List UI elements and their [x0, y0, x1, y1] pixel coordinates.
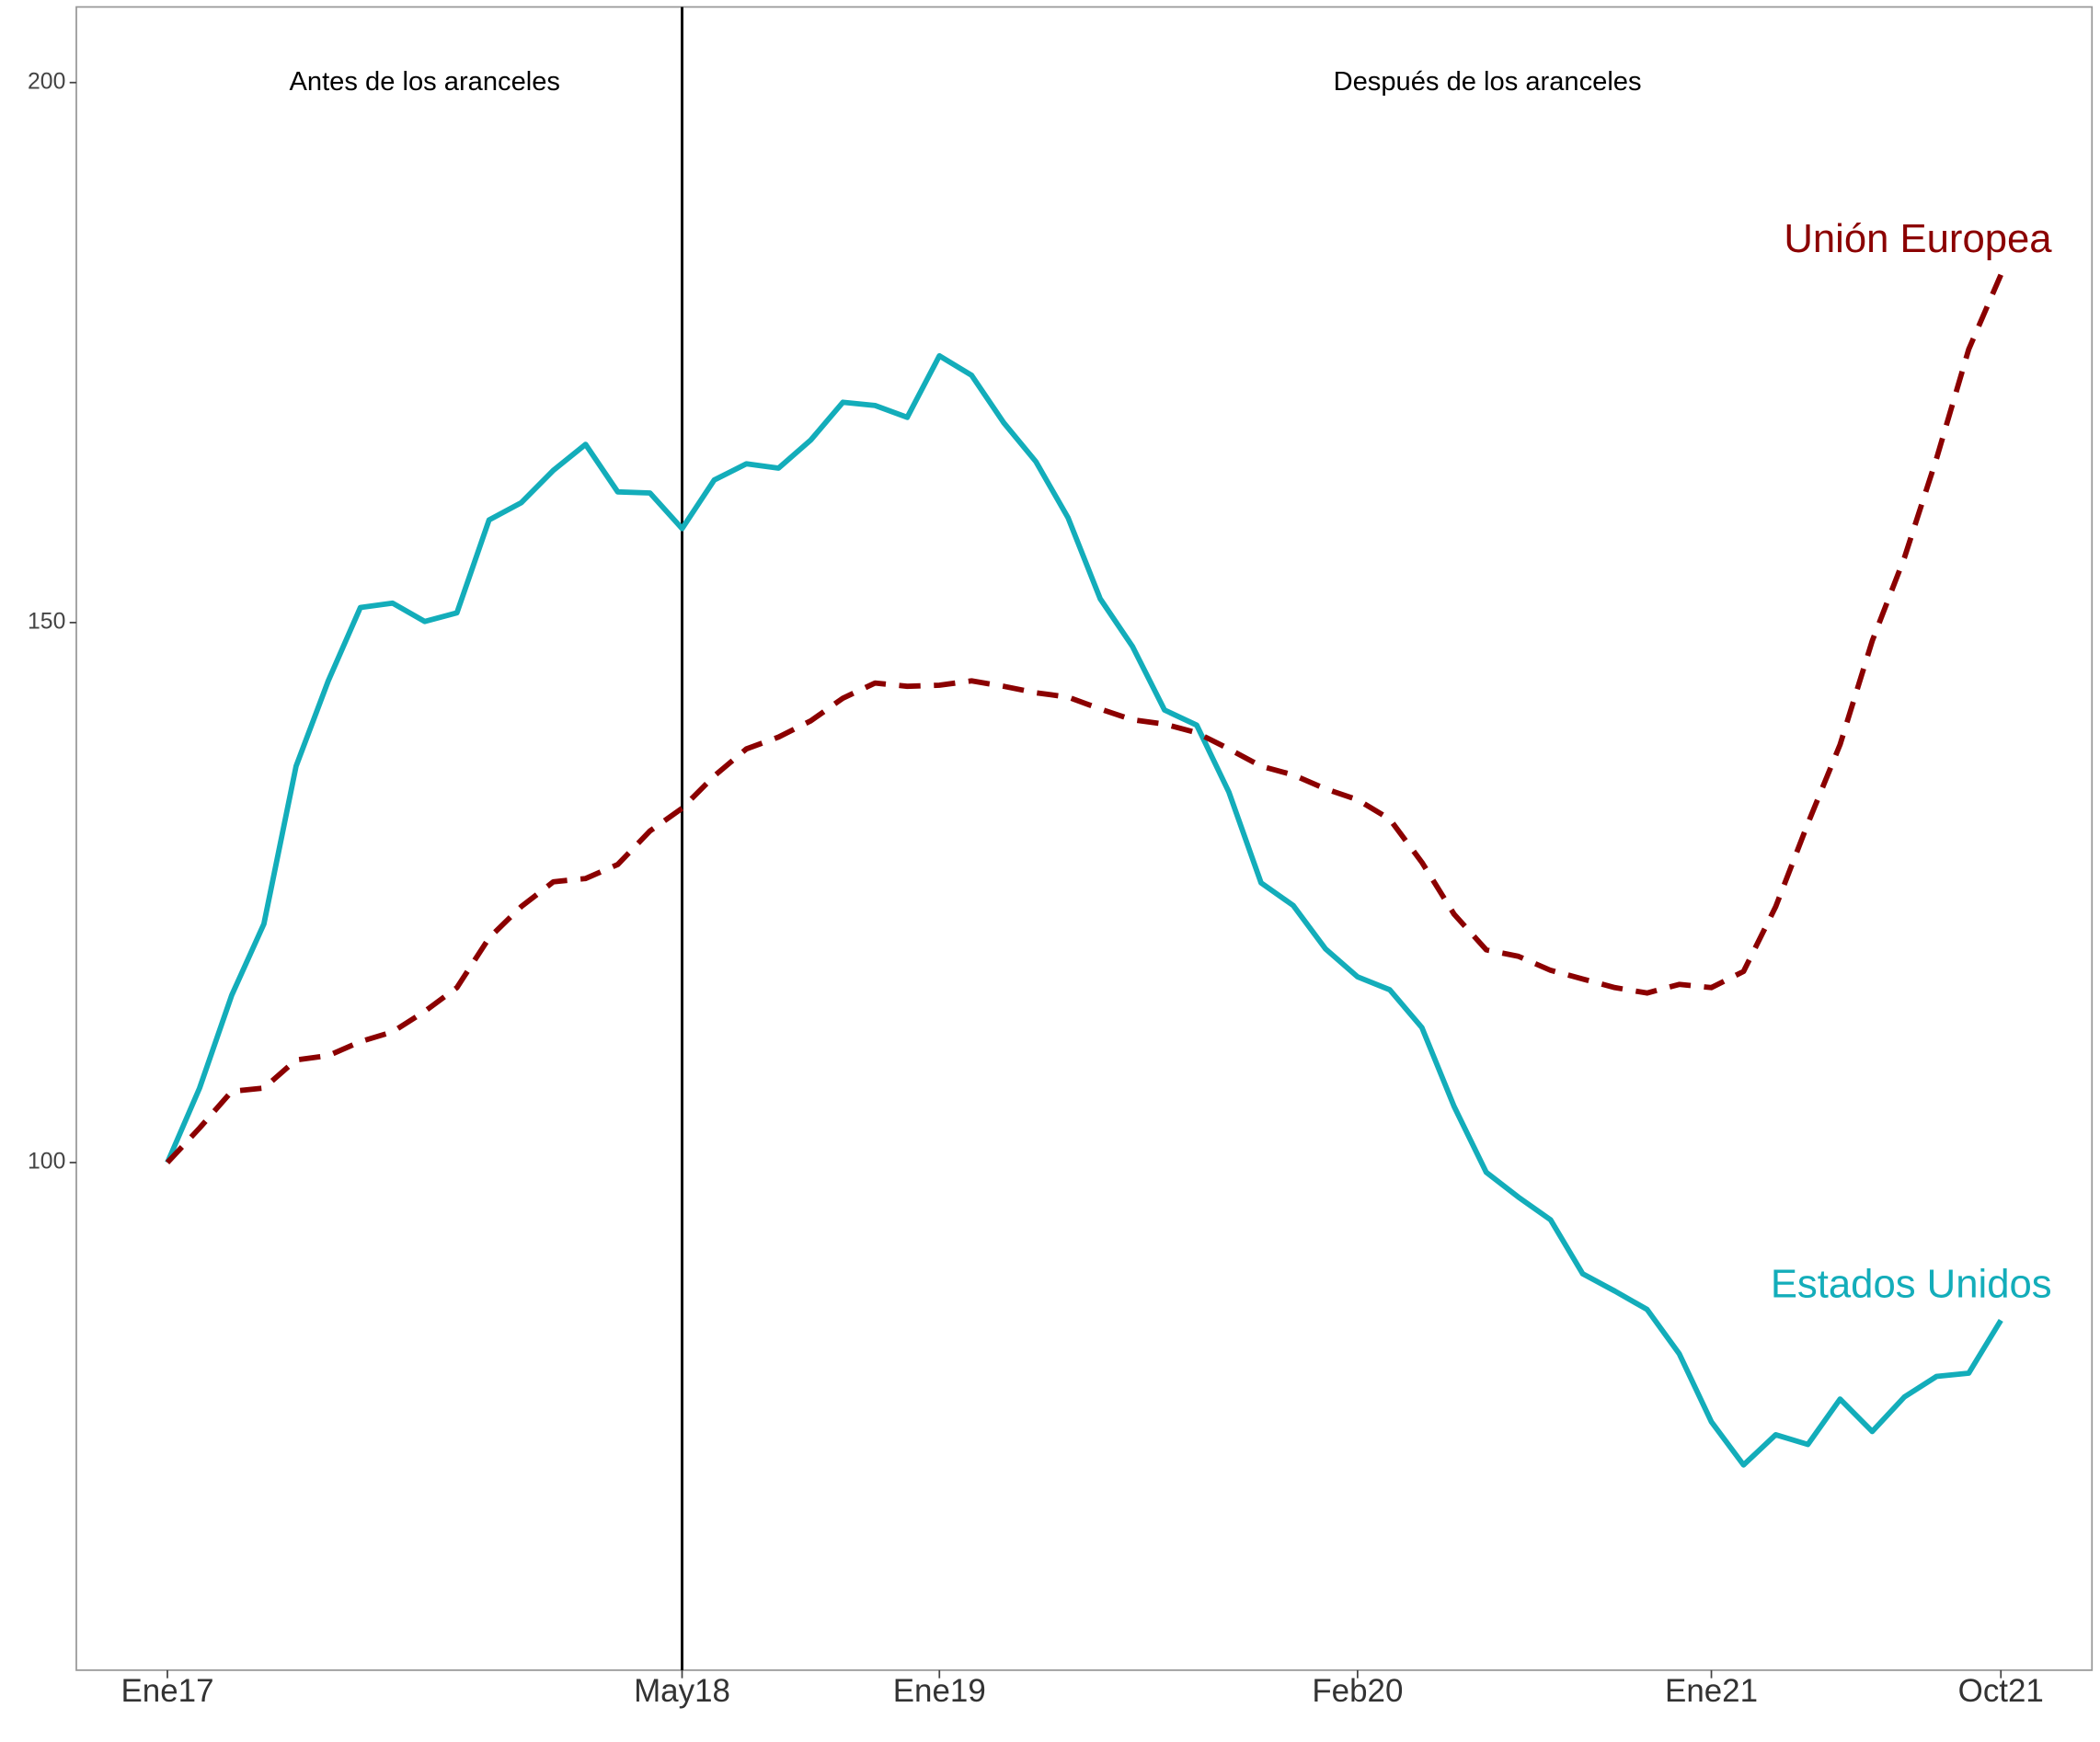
series-line — [165, 273, 2003, 1164]
plot-frame — [75, 6, 2094, 1671]
x-tick-label: May18 — [634, 1673, 730, 1709]
y-tick-label: 150 — [28, 609, 65, 634]
annotation: Después de los aranceles — [1334, 67, 1642, 97]
y-tick-label: 100 — [28, 1150, 65, 1175]
x-tick-label: Ene21 — [1665, 1673, 1758, 1709]
series-label: Estados Unidos — [1771, 1262, 2052, 1307]
x-tick-label: Ene19 — [893, 1673, 986, 1709]
annotation: Antes de los aranceles — [289, 67, 560, 97]
y-tick-label: 200 — [28, 69, 65, 94]
x-tick-label: Feb20 — [1312, 1673, 1403, 1709]
series-label: Unión Europea — [1784, 216, 2052, 261]
x-tick-label: Ene17 — [120, 1673, 213, 1709]
x-tick-label: Oct21 — [1958, 1673, 2044, 1709]
series-line — [165, 352, 2003, 1468]
